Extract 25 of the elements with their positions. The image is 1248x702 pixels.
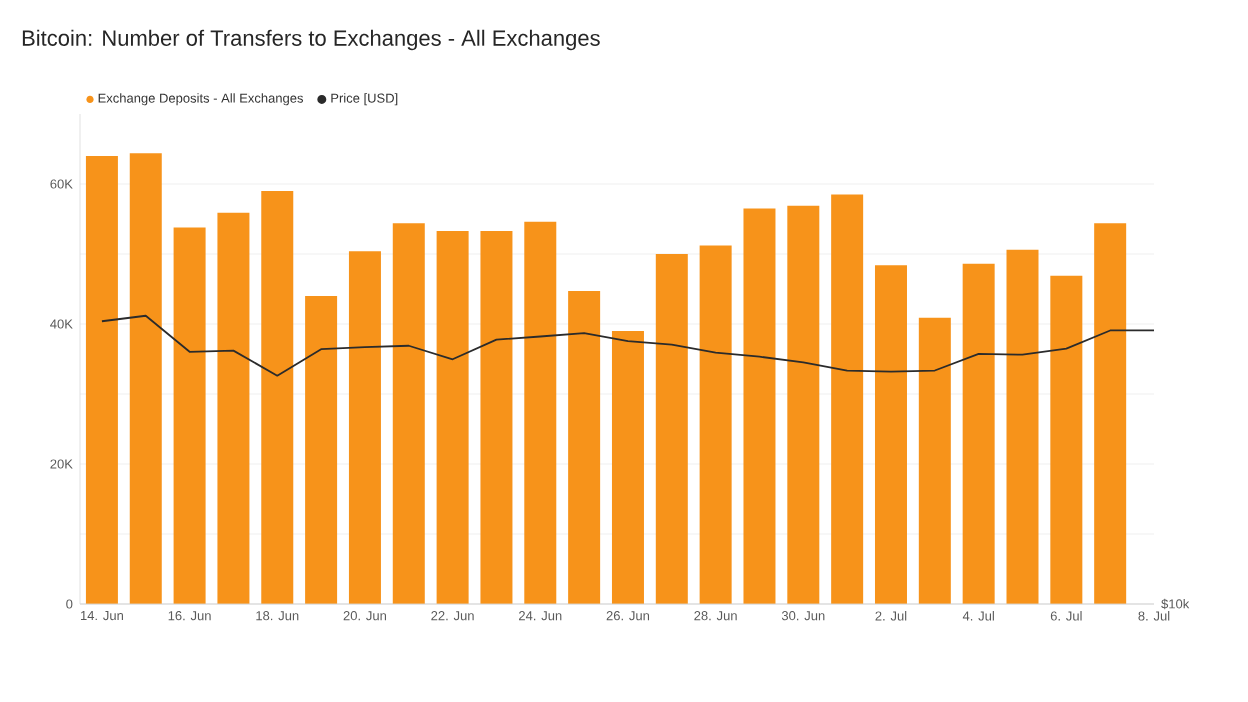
- bar: [85, 156, 118, 604]
- bar: [173, 227, 206, 604]
- bar: [217, 212, 250, 604]
- bar: [918, 317, 951, 604]
- bar: [568, 291, 601, 604]
- bar: [305, 296, 338, 604]
- bar: [392, 223, 425, 604]
- bar: [831, 194, 864, 604]
- bar: [129, 153, 162, 604]
- bar: [1050, 275, 1083, 604]
- bar: [874, 265, 907, 604]
- bar: [962, 263, 995, 604]
- bar: [1094, 223, 1127, 604]
- bar: [348, 251, 381, 604]
- bar: [524, 221, 557, 604]
- bar: [787, 205, 820, 604]
- bar: [1006, 249, 1039, 604]
- bar: [436, 230, 469, 604]
- bar: [743, 208, 776, 604]
- bar: [480, 230, 513, 604]
- bar: [655, 254, 688, 604]
- bar: [699, 245, 732, 604]
- chart-title: Bitcoin: Number of Transfers to Exchanges - All Exchanges: [22, 29, 600, 51]
- bar: [611, 331, 644, 604]
- bar: [261, 191, 294, 604]
